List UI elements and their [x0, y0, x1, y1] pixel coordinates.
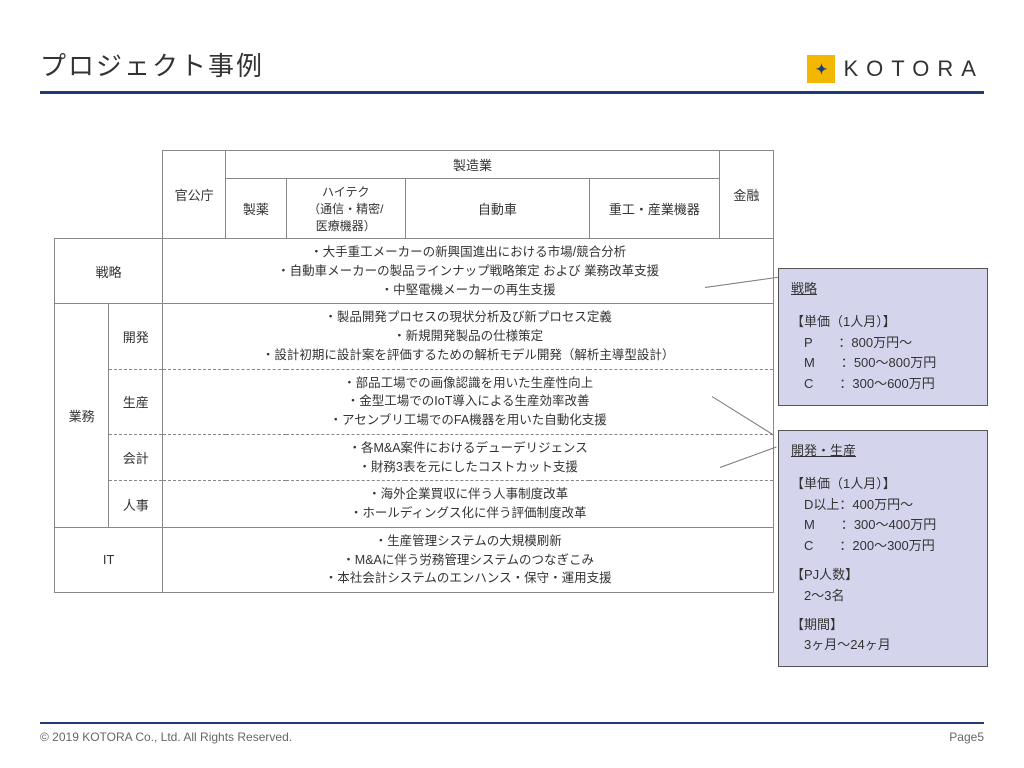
row-it-content: ・生産管理システムの大規模刷新 ・M&Aに伴う労務管理システムのつなぎこみ ・本…	[163, 527, 774, 592]
line: ・ホールディングス化に伴う評価制度改革	[169, 504, 767, 523]
brand: ✦ KOTORA	[807, 55, 984, 83]
sb-row: D以上：400万円～	[791, 495, 975, 516]
sb-row: C ：300～600万円	[791, 374, 975, 395]
sb-heading: 【単価（1人月）】	[791, 474, 975, 495]
row-strategy-content: ・大手重工メーカーの新興国進出における市場/競合分析 ・自動車メーカーの製品ライ…	[163, 239, 774, 304]
line: ・生産管理システムの大規模刷新	[169, 532, 767, 551]
sb-row: M ：500～800万円	[791, 353, 975, 374]
sb-row: 2～3名	[791, 586, 975, 607]
col-heavy: 重工・産業機器	[589, 179, 719, 239]
sb-row: P ：800万円～	[791, 333, 975, 354]
brand-text: KOTORA	[843, 56, 984, 82]
line: ・海外企業買収に伴う人事制度改革	[169, 485, 767, 504]
col-pharma: 製薬	[226, 179, 287, 239]
slide-header: プロジェクト事例 ✦ KOTORA	[40, 46, 984, 94]
col-mfg-group: 製造業	[226, 151, 720, 179]
row-hr-content: ・海外企業買収に伴う人事制度改革 ・ホールディングス化に伴う評価制度改革	[163, 481, 774, 528]
slide-footer: © 2019 KOTORA Co., Ltd. All Rights Reser…	[40, 722, 984, 744]
row-it-label: IT	[55, 527, 163, 592]
row-ops-label: 業務	[55, 304, 109, 528]
sb-heading: 【PJ人数】	[791, 565, 975, 586]
line: ・M&Aに伴う労務管理システムのつなぎこみ	[169, 551, 767, 570]
page-number: Page5	[949, 730, 984, 744]
page-title: プロジェクト事例	[40, 46, 264, 83]
row-acct-label: 会計	[109, 434, 163, 481]
sb-row: 3ヶ月～24ヶ月	[791, 635, 975, 656]
sb-heading: 【単価（1人月）】	[791, 312, 975, 333]
sb-row: C ：200～300万円	[791, 536, 975, 557]
sidebox-title: 戦略	[791, 279, 975, 300]
row-acct-content: ・各M&A案件におけるデューデリジェンス ・財務3表を元にしたコストカット支援	[163, 434, 774, 481]
col-auto: 自動車	[405, 179, 589, 239]
row-strategy-label: 戦略	[55, 239, 163, 304]
line: ・大手重工メーカーの新興国進出における市場/競合分析	[169, 243, 767, 262]
line: ・新規開発製品の仕様策定	[169, 327, 767, 346]
sidebox-title: 開発・生産	[791, 441, 975, 462]
line: ・中堅電機メーカーの再生支援	[169, 281, 767, 300]
line: ・財務3表を元にしたコストカット支援	[169, 458, 767, 477]
row-prod-label: 生産	[109, 369, 163, 434]
col-finance: 金融	[719, 151, 773, 239]
sidebox-devprod: 開発・生産 【単価（1人月）】 D以上：400万円～ M ：300～400万円 …	[778, 430, 988, 667]
line: ・アセンブリ工場でのFA機器を用いた自動化支援	[169, 411, 767, 430]
line: ・各M&A案件におけるデューデリジェンス	[169, 439, 767, 458]
copyright: © 2019 KOTORA Co., Ltd. All Rights Reser…	[40, 730, 292, 744]
col-hitech: ハイテク （通信・精密/ 医療機器）	[286, 179, 405, 239]
row-dev-content: ・製品開発プロセスの現状分析及び新プロセス定義 ・新規開発製品の仕様策定 ・設計…	[163, 304, 774, 369]
line: ・部品工場での画像認識を用いた生産性向上	[169, 374, 767, 393]
row-hr-label: 人事	[109, 481, 163, 528]
sb-heading: 【期間】	[791, 615, 975, 636]
sidebox-strategy: 戦略 【単価（1人月）】 P ：800万円～ M ：500～800万円 C ：3…	[778, 268, 988, 406]
line: ・設計初期に設計案を評価するための解析モデル開発（解析主導型設計）	[169, 346, 767, 365]
line: ・自動車メーカーの製品ラインナップ戦略策定 および 業務改革支援	[169, 262, 767, 281]
row-prod-content: ・部品工場での画像認識を用いた生産性向上 ・金型工場でのIoT導入による生産効率…	[163, 369, 774, 434]
line: ・金型工場でのIoT導入による生産効率改善	[169, 392, 767, 411]
line: ・本社会計システムのエンハンス・保守・運用支援	[169, 569, 767, 588]
row-dev-label: 開発	[109, 304, 163, 369]
col-gov: 官公庁	[163, 151, 226, 239]
sb-row: M ：300～400万円	[791, 515, 975, 536]
brand-icon: ✦	[807, 55, 835, 83]
line: ・製品開発プロセスの現状分析及び新プロセス定義	[169, 308, 767, 327]
project-table: 官公庁 製造業 金融 製薬 ハイテク （通信・精密/ 医療機器） 自動車 重工・…	[54, 150, 774, 593]
